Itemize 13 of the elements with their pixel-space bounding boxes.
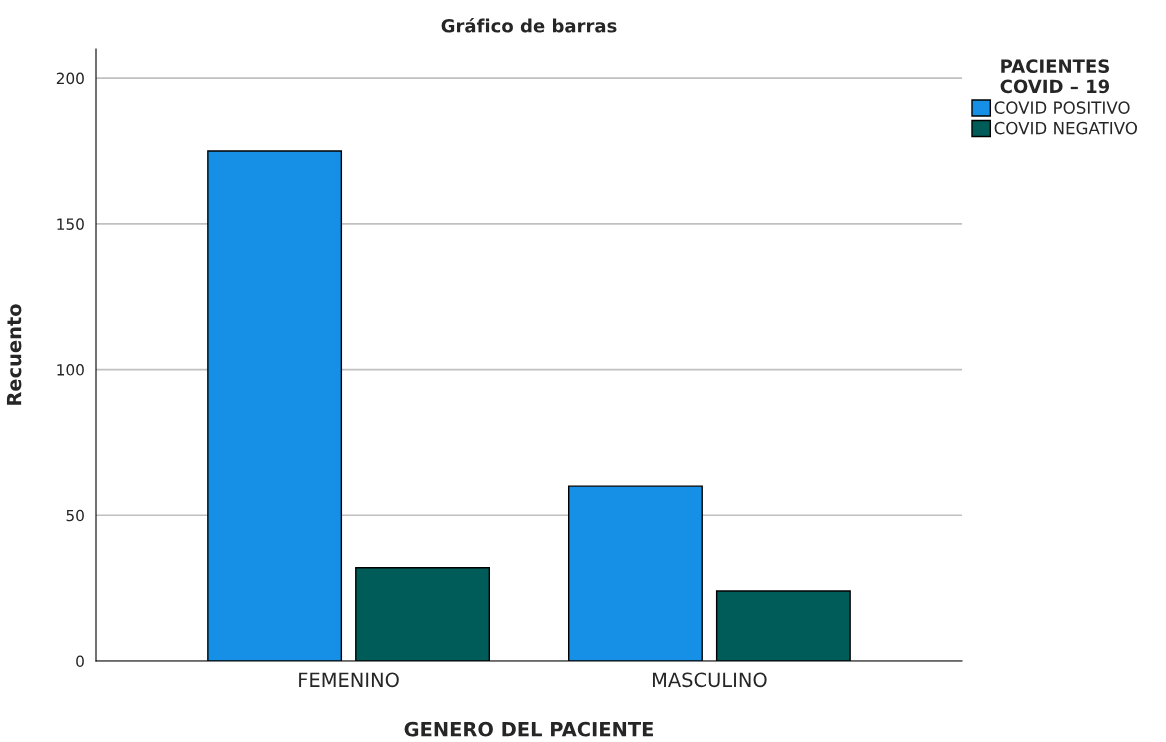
y-tick-label: 50 [66, 509, 84, 522]
legend-label: COVID POSITIVO [994, 101, 1130, 114]
y-tick-label: 0 [76, 655, 84, 668]
legend-title: PACIENTES COVID – 19 [1000, 59, 1110, 94]
x-tick-label: FEMENINO [299, 672, 399, 688]
y-tick-label: 200 [56, 72, 84, 85]
y-axis-title: Recuento [6, 304, 22, 405]
x-axis-title: GENERO DEL PACIENTE [404, 721, 653, 737]
y-tick-label: 150 [57, 218, 84, 230]
x-tick-label: MASCULINO [653, 672, 767, 688]
chart-title: Gráfico de barras [441, 17, 617, 33]
legend-label: COVID NEGATIVO [994, 121, 1137, 135]
y-tick-label: 100 [57, 364, 84, 376]
